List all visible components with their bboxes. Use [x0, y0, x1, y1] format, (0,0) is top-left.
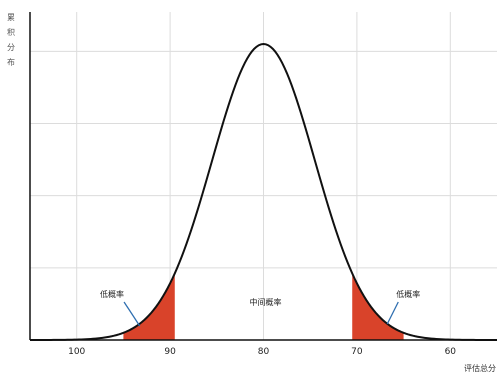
x-tick-label: 80 — [258, 347, 270, 357]
annotation-center: 中间概率 — [250, 297, 282, 307]
x-tick-label: 100 — [68, 347, 85, 357]
distribution-curve — [30, 42, 497, 341]
annotation-pointer — [123, 301, 141, 327]
grid-lines — [30, 12, 497, 340]
x-tick-labels: 100 90 80 70 60 — [68, 347, 456, 357]
left-tail-region — [123, 273, 175, 340]
x-tick-label: 70 — [351, 347, 363, 357]
y-axis-label-char: 分 — [7, 43, 15, 52]
y-axis-label-char: 累 — [7, 13, 15, 22]
y-axis-label-char: 积 — [7, 27, 15, 37]
right-tail-region — [352, 273, 404, 340]
x-tick-label: 90 — [164, 347, 176, 357]
x-tick-label: 60 — [445, 347, 457, 357]
annotation-pointer — [386, 301, 399, 325]
x-axis-label: 评估总分 — [464, 363, 496, 373]
tail-regions — [123, 273, 404, 340]
annotation-right-tail: 低概率 — [396, 289, 420, 299]
annotation-left-tail: 低概率 — [100, 289, 124, 299]
y-axis-label-char: 布 — [7, 57, 15, 67]
